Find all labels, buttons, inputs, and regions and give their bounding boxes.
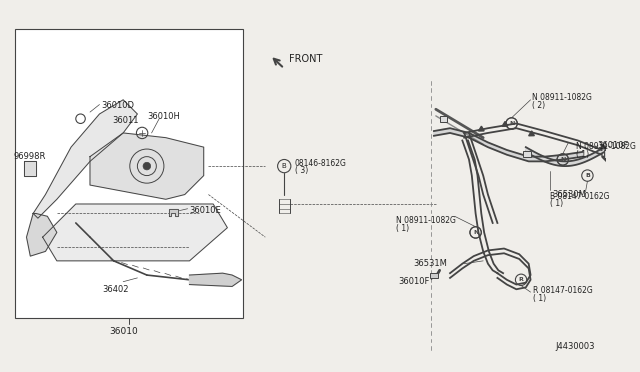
Bar	[15, 29, 243, 318]
Text: N 08911-1082G: N 08911-1082G	[532, 93, 593, 102]
Text: N: N	[473, 230, 478, 235]
Text: N: N	[509, 121, 515, 126]
Polygon shape	[169, 209, 178, 217]
Text: 36010H: 36010H	[147, 112, 180, 121]
Text: 36010: 36010	[109, 327, 138, 336]
Text: B 08147-0162G: B 08147-0162G	[550, 192, 609, 201]
Bar	[604, 150, 609, 158]
Circle shape	[143, 162, 150, 170]
Text: 08146-8162G: 08146-8162G	[294, 158, 346, 167]
Polygon shape	[564, 152, 582, 160]
Text: J4430003: J4430003	[556, 342, 595, 351]
Text: 36011: 36011	[112, 116, 138, 125]
Polygon shape	[33, 100, 138, 218]
Text: N: N	[560, 157, 566, 162]
Text: ( 2): ( 2)	[532, 101, 545, 110]
Text: ( 1): ( 1)	[550, 199, 563, 208]
Text: ( 1): ( 1)	[533, 294, 547, 303]
Text: 36010E: 36010E	[189, 206, 221, 215]
Text: 36530M: 36530M	[552, 190, 586, 199]
Polygon shape	[469, 133, 488, 147]
Polygon shape	[189, 273, 241, 286]
Polygon shape	[434, 128, 450, 136]
Text: N 08911-1082G: N 08911-1082G	[576, 142, 636, 151]
Polygon shape	[507, 150, 529, 161]
Polygon shape	[24, 161, 36, 176]
Polygon shape	[479, 126, 484, 131]
Polygon shape	[526, 147, 604, 166]
Polygon shape	[502, 121, 508, 126]
Polygon shape	[43, 204, 227, 261]
Text: 36010D: 36010D	[101, 101, 134, 110]
Text: 36010F: 36010F	[398, 277, 429, 286]
Text: ( 1): ( 1)	[576, 150, 589, 159]
Bar	[523, 151, 531, 157]
Text: B: B	[585, 173, 590, 178]
Text: 36010F: 36010F	[597, 141, 628, 150]
Text: 96998R: 96998R	[13, 152, 45, 161]
Text: FRONT: FRONT	[289, 54, 323, 64]
Bar	[440, 116, 447, 122]
Polygon shape	[488, 142, 507, 155]
Polygon shape	[450, 128, 469, 138]
Text: ( 1): ( 1)	[396, 224, 409, 233]
Bar	[430, 273, 438, 278]
Text: 36531M: 36531M	[413, 259, 447, 268]
Polygon shape	[545, 155, 564, 161]
Polygon shape	[26, 214, 57, 256]
Text: ( 3): ( 3)	[294, 166, 308, 175]
Polygon shape	[529, 157, 545, 161]
Text: R: R	[518, 277, 524, 282]
Text: B: B	[282, 163, 287, 169]
Text: R 08147-0162G: R 08147-0162G	[533, 286, 593, 295]
Text: 36402: 36402	[102, 285, 129, 294]
Polygon shape	[90, 133, 204, 199]
Text: N 08911-1082G: N 08911-1082G	[396, 217, 456, 225]
Polygon shape	[529, 131, 534, 136]
